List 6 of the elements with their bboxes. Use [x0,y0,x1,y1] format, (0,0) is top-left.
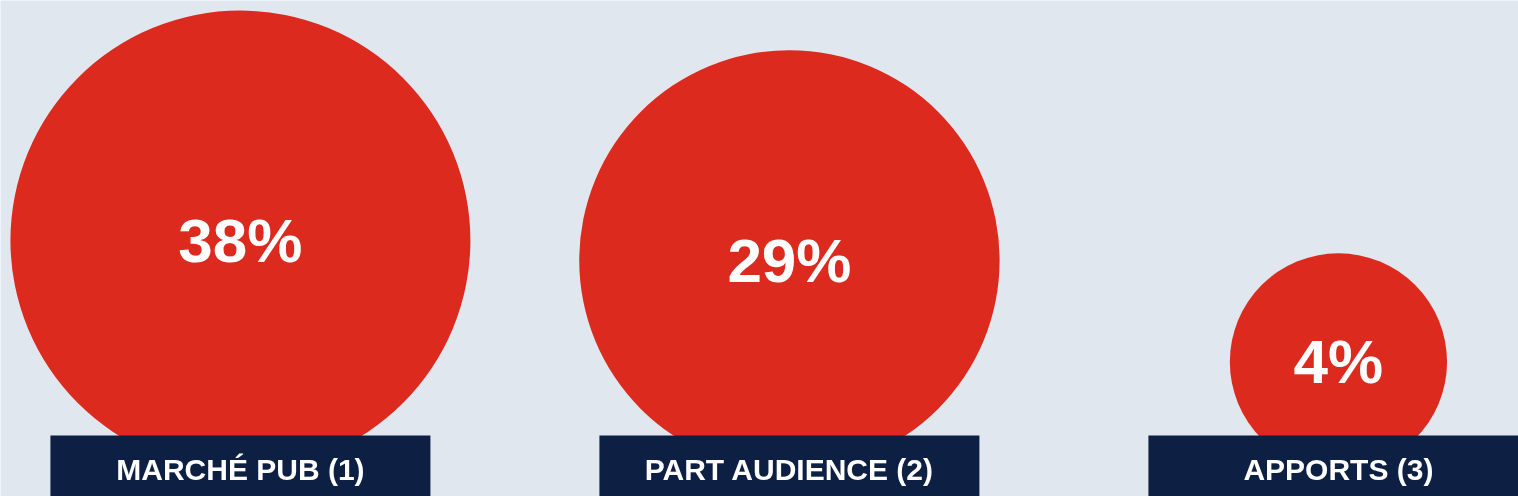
data-label: 4% [1293,327,1384,397]
data-label: 38% [178,206,303,275]
category-label: MARCHÉ PUB (1) [116,453,365,486]
data-label: 29% [727,225,852,295]
category-label: APPORTS (3) [1243,453,1434,486]
category-label: PART AUDIENCE (2) [644,453,934,486]
